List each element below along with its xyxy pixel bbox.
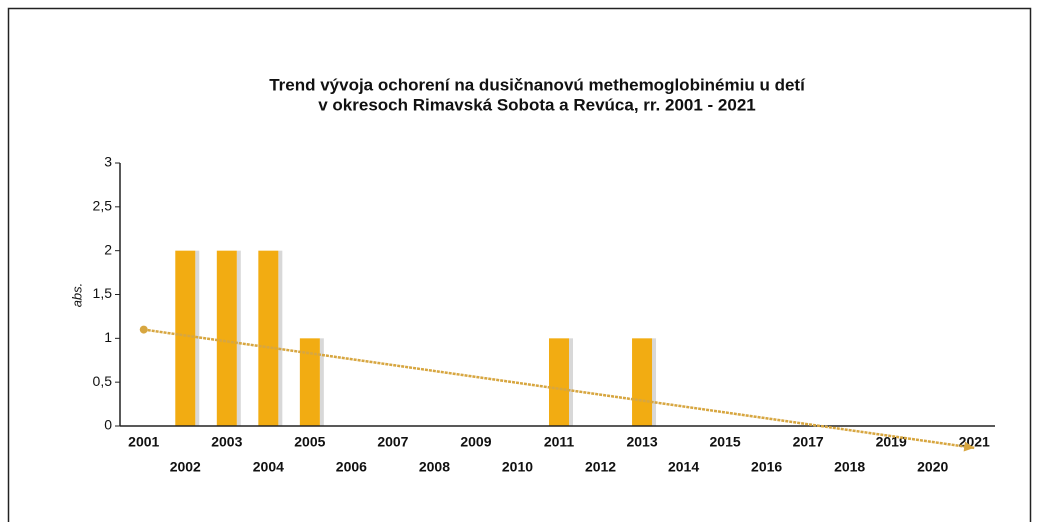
y-tick-label: 2,5 xyxy=(93,198,113,214)
y-tick-label: 3 xyxy=(104,154,112,170)
x-tick-label: 2013 xyxy=(626,434,657,450)
bar xyxy=(216,250,237,426)
y-axis-label: abs. xyxy=(69,283,84,308)
x-tick-label: 2014 xyxy=(668,459,699,475)
y-tick-label: 1 xyxy=(104,329,112,345)
x-tick-label: 2015 xyxy=(710,434,741,450)
bar xyxy=(258,250,279,426)
x-tick-label: 2008 xyxy=(419,459,450,475)
x-tick-label: 2007 xyxy=(377,434,408,450)
x-tick-label: 2006 xyxy=(336,459,367,475)
x-tick-label: 2012 xyxy=(585,459,616,475)
y-tick-label: 0,5 xyxy=(93,373,113,389)
bar-shadow xyxy=(652,338,657,426)
x-tick-label: 2001 xyxy=(128,434,159,450)
x-tick-label: 2017 xyxy=(793,434,824,450)
bar-shadow xyxy=(569,338,573,426)
bar xyxy=(175,250,196,426)
bar-shadow xyxy=(236,250,241,426)
bar xyxy=(299,338,320,426)
x-tick-label: 2019 xyxy=(876,434,907,450)
chart-title: v okresoch Rimavská Sobota a Revúca, rr.… xyxy=(318,95,756,114)
bar xyxy=(632,338,653,426)
y-tick-label: 1,5 xyxy=(93,285,113,301)
bar-shadow xyxy=(319,338,324,426)
y-tick-label: 2 xyxy=(104,241,112,257)
trend-arrow xyxy=(963,441,975,452)
bar-shadow xyxy=(278,250,283,426)
x-tick-label: 2004 xyxy=(253,459,284,475)
x-tick-label: 2011 xyxy=(544,434,575,450)
x-tick-label: 2018 xyxy=(834,459,865,475)
x-tick-label: 2010 xyxy=(502,459,533,475)
x-tick-label: 2005 xyxy=(294,434,325,450)
frame xyxy=(7,7,1032,522)
x-tick-label: 2020 xyxy=(917,459,948,475)
bar xyxy=(549,338,569,426)
x-tick-label: 2009 xyxy=(460,434,491,450)
x-tick-label: 2002 xyxy=(170,459,201,475)
y-tick-label: 0 xyxy=(104,417,112,433)
chart-title: Trend vývoja ochorení na dusičnanovú met… xyxy=(269,75,806,94)
trend-start xyxy=(139,325,148,334)
x-tick-label: 2003 xyxy=(211,434,242,450)
x-tick-label: 2016 xyxy=(751,459,782,475)
